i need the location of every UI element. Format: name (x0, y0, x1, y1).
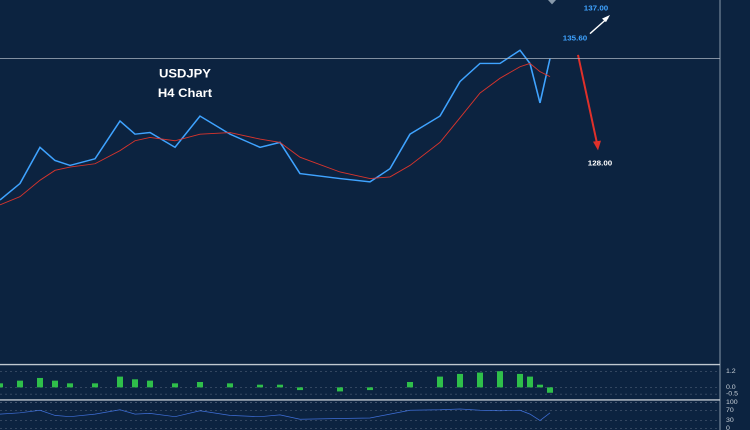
histogram-bar (497, 371, 503, 388)
histogram-bar (527, 376, 533, 388)
histogram-bar (0, 383, 3, 388)
scroll-marker (548, 0, 556, 5)
histogram-bar (547, 387, 553, 393)
histogram-bar (147, 380, 153, 388)
price-line (0, 408, 551, 421)
y-tick-label: 1.2 (726, 368, 736, 375)
down-arrow (577, 54, 598, 144)
y-tick-label: 70 (726, 407, 734, 414)
histogram-bar (37, 377, 43, 388)
y-tick-label: 30 (726, 417, 734, 424)
histogram-bar (172, 383, 178, 388)
histogram-bar (197, 381, 203, 388)
histogram-bar (117, 376, 123, 388)
chart-title: USDJPY (159, 67, 211, 80)
histogram-bar (17, 380, 23, 388)
histogram-bar (457, 373, 463, 388)
histogram-bar (132, 379, 138, 388)
chart-subtitle: H4 Chart (158, 87, 212, 100)
arrow-head (593, 140, 601, 151)
y-tick-label: 0.0 (726, 384, 736, 391)
histogram-bar (367, 387, 373, 391)
histogram-bar (337, 387, 343, 392)
histogram-bar (517, 373, 523, 388)
histogram-bar (477, 372, 483, 388)
y-tick-label: -0.5 (726, 391, 738, 398)
y-tick-label: 0 (726, 425, 730, 430)
price-line (0, 62, 551, 206)
histogram-bar (407, 381, 413, 388)
histogram-bar (92, 383, 98, 388)
histogram-bar (227, 383, 233, 388)
histogram-bar (52, 380, 58, 388)
y-tick-label: 100 (726, 400, 738, 407)
histogram-bar (67, 383, 73, 388)
histogram-bar (297, 387, 303, 391)
price-target-label: 128.00 (588, 159, 612, 167)
price-target-label: 135.60 (563, 34, 587, 42)
arrow-head (602, 15, 610, 23)
histogram-bar (437, 376, 443, 388)
histogram-bar (537, 384, 543, 388)
histogram-bar (277, 384, 283, 388)
price-target-label: 137.00 (584, 4, 608, 12)
histogram-bar (257, 384, 263, 388)
